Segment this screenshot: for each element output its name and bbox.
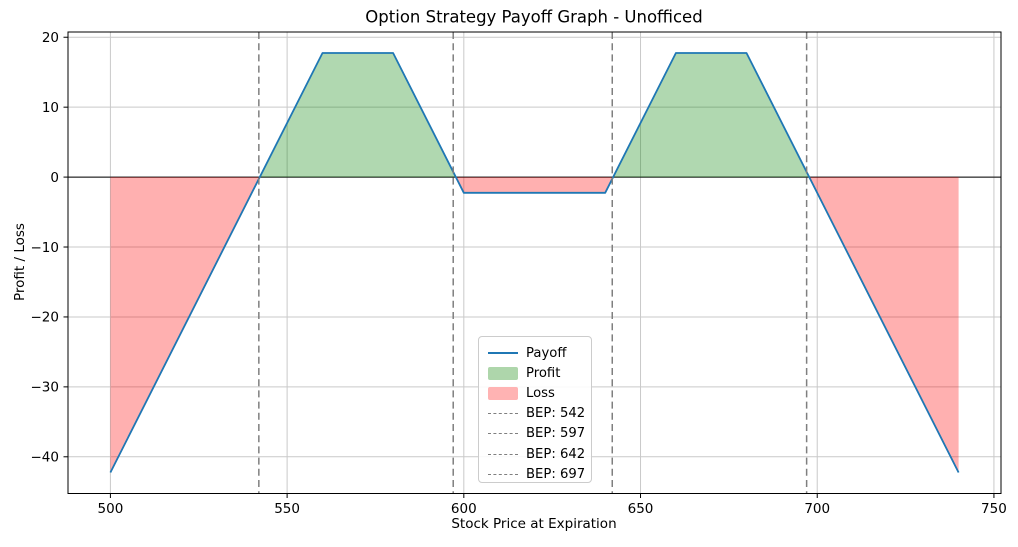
x-tick-label: 550 xyxy=(274,501,300,517)
legend-entry: BEP: 597 xyxy=(488,424,591,444)
legend-entry: BEP: 542 xyxy=(488,404,591,424)
y-tick-label: 20 xyxy=(42,30,59,46)
fill-region-profit xyxy=(259,53,456,178)
payoff-line xyxy=(109,52,960,473)
x-axis-label: Stock Price at Expiration xyxy=(451,516,617,532)
x-tick-label: 700 xyxy=(804,501,830,517)
y-tick-label: −10 xyxy=(31,240,60,256)
fill-region-loss xyxy=(455,177,614,193)
legend-key-dashed xyxy=(488,413,518,415)
legend-label: BEP: 542 xyxy=(526,406,586,422)
y-tick-label: −40 xyxy=(31,450,60,466)
legend-key-patch xyxy=(488,366,518,380)
y-tick-label: −30 xyxy=(31,380,60,396)
legend-label: Payoff xyxy=(526,345,567,361)
legend-label: BEP: 697 xyxy=(526,466,586,482)
legend-key-dashed xyxy=(488,433,518,435)
y-tick-label: 0 xyxy=(50,170,59,186)
legend-label: Profit xyxy=(526,365,561,381)
y-axis-label: Profit / Loss xyxy=(12,223,28,301)
x-tick-label: 750 xyxy=(981,501,1007,517)
legend-entry: BEP: 697 xyxy=(488,464,591,484)
x-tick-label: 600 xyxy=(451,501,477,517)
legend-key-dashed xyxy=(488,453,518,455)
legend-entry: Payoff xyxy=(488,343,591,363)
legend-label: BEP: 597 xyxy=(526,426,586,442)
legend-label: Loss xyxy=(526,385,555,401)
legend-entry: Loss xyxy=(488,383,591,403)
y-tick-label: 10 xyxy=(42,100,59,116)
fill-region-profit xyxy=(613,53,810,178)
x-tick-label: 500 xyxy=(98,501,124,517)
chart-title: Option Strategy Payoff Graph - Unofficed xyxy=(365,7,703,27)
legend: Payoff Profit Loss BEP: 542 BEP: 597 BEP: 642… xyxy=(478,336,592,483)
legend-entry: Profit xyxy=(488,363,591,383)
legend-label: BEP: 642 xyxy=(526,446,586,462)
legend-key-dashed xyxy=(488,473,518,475)
y-tick-label: −20 xyxy=(31,310,60,326)
axes-spines xyxy=(67,31,1002,494)
legend-key-patch xyxy=(488,386,518,400)
x-tick-label: 650 xyxy=(628,501,654,517)
legend-entry: BEP: 642 xyxy=(488,444,591,464)
legend-key-line-payoff xyxy=(488,352,518,355)
